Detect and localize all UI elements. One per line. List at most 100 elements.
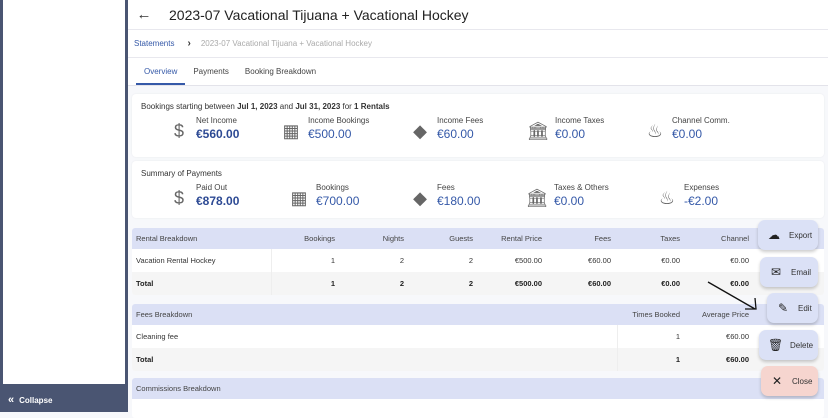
tag-icon: ◆ (413, 120, 427, 141)
col-header: Guests (449, 234, 473, 243)
col-header: Taxes (660, 234, 680, 243)
stat-label: Income Bookings (308, 116, 370, 125)
pencil-icon: ✎ (777, 301, 789, 315)
cell: 2 (399, 256, 404, 265)
cell: €500.00 (514, 256, 542, 265)
fire-icon: ♨ (646, 120, 664, 141)
cloud-download-icon: ☁ (768, 228, 780, 242)
cell: 1 (330, 279, 335, 288)
cell: €0.00 (661, 256, 680, 265)
stat-label: Bookings (316, 183, 349, 192)
stat-income-taxes: 🏛 Income Taxes €0.00 (526, 116, 605, 141)
bank-icon: 🏛 (526, 120, 550, 141)
col-header: Fees Breakdown (136, 310, 193, 319)
cell: €0.00 (730, 256, 749, 265)
cell: €60.00 (588, 256, 611, 265)
col-header: Nights (382, 234, 404, 243)
collapse-button[interactable]: « Collapse (0, 388, 128, 412)
dollar-icon: $ (173, 120, 184, 141)
cell: 1 (675, 355, 680, 364)
cell: Cleaning fee (136, 332, 179, 341)
cell: 1 (330, 256, 335, 265)
stat-label: Taxes & Others (554, 183, 609, 192)
bookings-range-caption: Bookings starting between Jul 1, 2023 an… (141, 102, 390, 111)
stat-label: Expenses (684, 183, 720, 192)
table-header: Commissions Breakdown (132, 378, 824, 399)
cell: 2 (468, 279, 473, 288)
cell: €60.00 (726, 332, 749, 341)
stat-label: Paid Out (196, 183, 228, 192)
tab-payments[interactable]: Payments (193, 67, 229, 76)
stat-value: €560.00 (196, 127, 240, 141)
stat-paid-out: $ Paid Out €878.00 (170, 183, 239, 208)
export-button[interactable]: ☁ Export (758, 220, 818, 250)
col-header: Times Booked (632, 310, 680, 319)
stat-value: €878.00 (196, 194, 240, 208)
stat-label: Channel Comm. (672, 116, 730, 125)
stat-value: €700.00 (316, 194, 360, 208)
stat-fees: ◆ Fees €180.00 (411, 183, 480, 208)
stat-income-bookings: ▦ Income Bookings €500.00 (282, 116, 369, 141)
stat-value: €500.00 (308, 127, 352, 141)
trash-icon: 🗑 (768, 338, 784, 352)
tabs: Overview Payments Booking Breakdown (128, 58, 828, 86)
col-header: Fees (594, 234, 611, 243)
cell: €500.00 (514, 279, 542, 288)
rental-breakdown-table: Rental Breakdown Bookings Nights Guests … (132, 228, 824, 295)
sidebar: « Collapse (0, 0, 128, 412)
sidebar-panel (3, 0, 125, 384)
breadcrumb-statements[interactable]: Statements (134, 39, 175, 48)
cell: Total (136, 355, 154, 364)
cell: 2 (468, 256, 473, 265)
building-icon: ▦ (282, 120, 300, 141)
fire-icon: ♨ (658, 187, 676, 208)
table-row: Vacation Rental Hockey 1 2 2 €500.00 €60… (132, 249, 824, 272)
stat-label: Net Income (196, 116, 237, 125)
stat-value: €180.00 (437, 194, 481, 208)
stat-value: €0.00 (555, 127, 586, 141)
page-header: ← 2023-07 Vacational Tijuana + Vacationa… (128, 0, 828, 30)
email-button[interactable]: ✉ Email (760, 257, 818, 287)
col-header: Channel (721, 234, 749, 243)
cell: Total (136, 279, 154, 288)
stat-label: Income Fees (437, 116, 484, 125)
cell: €0.00 (661, 279, 680, 288)
breadcrumb-current: 2023-07 Vacational Tijuana + Vacational … (200, 39, 372, 48)
stat-value: €0.00 (672, 127, 703, 141)
bank-icon: 🏛 (525, 187, 549, 208)
stat-taxes-others: 🏛 Taxes & Others €0.00 (525, 183, 609, 208)
collapse-label: Collapse (19, 395, 53, 405)
cell: €60.00 (588, 279, 611, 288)
tag-icon: ◆ (413, 187, 427, 208)
tab-booking-breakdown[interactable]: Booking Breakdown (244, 67, 317, 76)
close-icon: ✕ (771, 374, 783, 388)
cell: 2 (399, 279, 404, 288)
stat-net-income: $ Net Income €560.00 (170, 116, 239, 141)
table-header: Fees Breakdown Times Booked Average Pric… (132, 304, 824, 325)
delete-label: Delete (790, 340, 814, 350)
bookings-summary-card: Bookings starting between Jul 1, 2023 an… (132, 94, 824, 157)
commissions-breakdown-table: Commissions Breakdown (132, 378, 824, 418)
col-header: Commissions Breakdown (136, 384, 221, 393)
payments-summary-card: Summary of Payments $ Paid Out €878.00 ▦ Bo… (132, 161, 824, 218)
page-title: 2023-07 Vacational Tijuana + Vacational … (169, 6, 469, 23)
tab-overview[interactable]: Overview (136, 58, 186, 85)
stat-label: Fees (437, 183, 455, 192)
cell: 1 (675, 332, 680, 341)
edit-button[interactable]: ✎ Edit (767, 293, 818, 323)
back-arrow-icon[interactable]: ← (136, 6, 152, 23)
table-total-row: Total 1 2 2 €500.00 €60.00 €0.00 €0.00 (132, 272, 824, 295)
col-header: Rental Breakdown (136, 234, 198, 243)
cell: €60.00 (726, 355, 749, 364)
stat-bookings: ▦ Bookings €700.00 (290, 183, 359, 208)
close-button[interactable]: ✕ Close (761, 366, 818, 396)
col-header: Bookings (304, 234, 335, 243)
stat-label: Income Taxes (555, 116, 605, 125)
mail-icon: ✉ (770, 265, 782, 279)
fees-breakdown-table: Fees Breakdown Times Booked Average Pric… (132, 304, 824, 371)
chevron-right-icon: › (187, 38, 191, 49)
breadcrumb: Statements › 2023-07 Vacational Tijuana … (128, 30, 828, 58)
edit-label: Edit (798, 303, 812, 313)
delete-button[interactable]: 🗑 Delete (759, 330, 818, 360)
